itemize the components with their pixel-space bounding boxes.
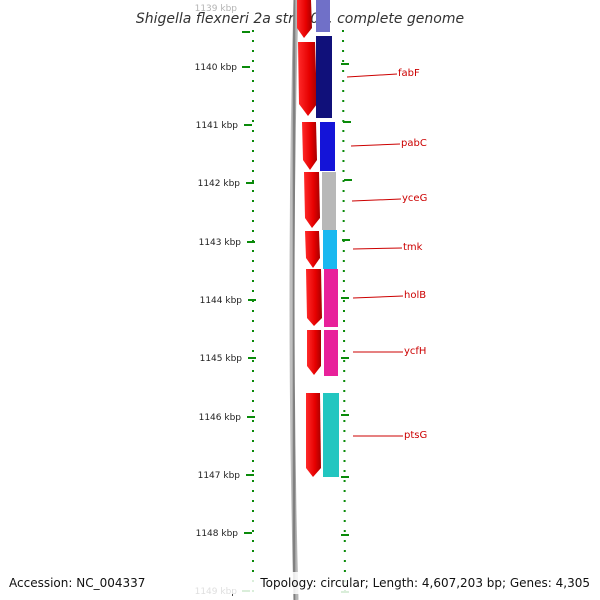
leader-line xyxy=(351,198,402,202)
scale-line-right xyxy=(342,29,346,600)
tick-label: 1143 kbp xyxy=(199,238,242,248)
gene-block-ptsG[interactable] xyxy=(323,393,339,477)
gene-block-ycfH[interactable] xyxy=(324,330,338,376)
cds-track xyxy=(297,0,322,477)
gene-block-yceG[interactable] xyxy=(322,172,336,230)
gene-label-fabF[interactable]: fabF xyxy=(398,68,420,79)
leader-line xyxy=(346,73,398,78)
cds-arrow[interactable] xyxy=(307,330,321,375)
tick-label: 1139 kbp xyxy=(195,4,238,14)
gene-block-partial[interactable] xyxy=(316,0,330,32)
tick-label: 1148 kbp xyxy=(196,529,239,539)
leader-line xyxy=(350,143,401,147)
cds-arrow[interactable] xyxy=(298,42,317,116)
gene-labels: fabF pabC yceG tmk holB ycfH ptsG xyxy=(346,68,427,441)
gene-label-yceG[interactable]: yceG xyxy=(402,193,427,204)
tick-label: 1140 kbp xyxy=(195,63,238,73)
gene-block-pabC[interactable] xyxy=(320,122,335,171)
gene-label-pabC[interactable]: pabC xyxy=(401,138,427,149)
tick-label: 1144 kbp xyxy=(200,296,243,306)
accession-text: Accession: NC_004337 xyxy=(9,576,145,590)
genome-backbone xyxy=(289,0,299,600)
gene-label-holB[interactable]: holB xyxy=(404,290,426,301)
leader-line xyxy=(352,295,404,299)
gene-block-fabF[interactable] xyxy=(316,36,332,118)
footer-backdrop xyxy=(0,572,600,594)
cds-arrow[interactable] xyxy=(297,0,312,38)
genome-summary-text: Topology: circular; Length: 4,607,203 bp… xyxy=(259,576,590,590)
gene-block-tmk[interactable] xyxy=(323,230,337,269)
tick-label: 1141 kbp xyxy=(196,121,239,131)
cds-arrow[interactable] xyxy=(302,122,317,170)
tick-label: 1147 kbp xyxy=(198,471,241,481)
cds-arrow[interactable] xyxy=(305,231,320,268)
gene-label-ptsG[interactable]: ptsG xyxy=(404,430,427,441)
cds-arrow[interactable] xyxy=(306,393,321,477)
gene-block-holB[interactable] xyxy=(324,269,338,327)
tick-label: 1142 kbp xyxy=(198,179,241,189)
gene-track xyxy=(316,0,339,477)
tick-label: 1145 kbp xyxy=(200,354,243,364)
leader-line xyxy=(352,247,403,250)
gene-label-ycfH[interactable]: ycfH xyxy=(404,346,426,357)
tick-label: 1146 kbp xyxy=(199,413,242,423)
cds-arrow[interactable] xyxy=(306,269,322,326)
gene-label-tmk[interactable]: tmk xyxy=(403,242,423,253)
cds-arrow[interactable] xyxy=(304,172,320,228)
